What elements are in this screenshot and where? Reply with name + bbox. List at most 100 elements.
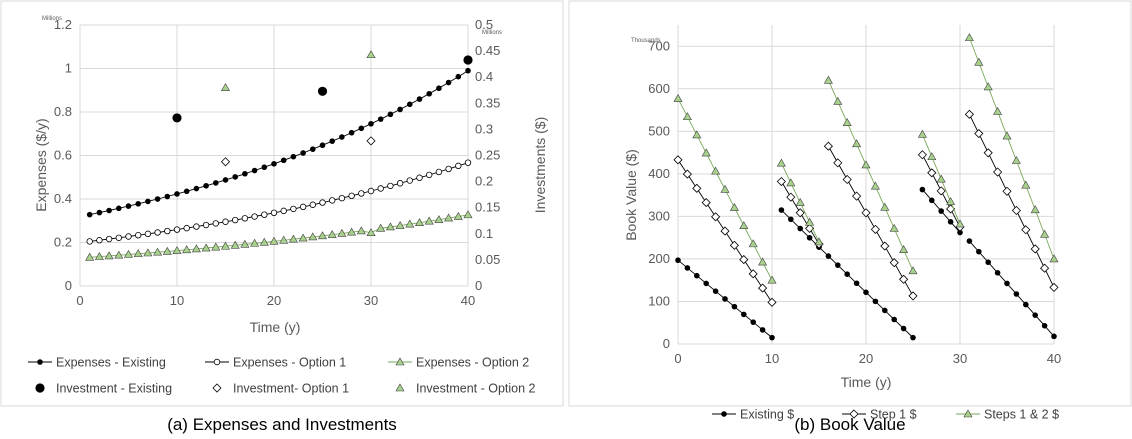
chart-b-y-tick: 700 — [648, 38, 670, 53]
chart-a-legend-label: Expenses - Option 2 — [416, 356, 529, 370]
chart-b-data-point — [748, 269, 758, 279]
chart-a-series-5 — [220, 50, 376, 91]
chart-a-data-point — [144, 230, 152, 238]
chart-a-data-point — [337, 228, 347, 237]
chart-b-data-point — [863, 289, 869, 296]
chart-b-data-point — [861, 208, 871, 218]
chart-b-data-point — [720, 184, 730, 193]
chart-b-series-line — [969, 240, 1055, 337]
chart-b-data-point — [750, 319, 756, 325]
chart-b-data-point — [983, 148, 993, 158]
chart-b-series-line — [968, 114, 1055, 288]
chart-a-data-point — [85, 252, 95, 261]
chart-a-data-point — [367, 187, 375, 195]
chart-b-frame — [568, 0, 1132, 407]
chart-b-legend-marker — [849, 409, 859, 419]
chart-a-data-point — [182, 245, 192, 254]
chart-a-data-point — [338, 194, 346, 202]
chart-a-y-unit: Millions — [42, 16, 62, 22]
chart-b-data-point — [1040, 263, 1050, 273]
chart-b-data-point — [927, 168, 937, 178]
chart-a-data-point — [193, 185, 200, 192]
chart-b-data-point — [795, 208, 805, 218]
chart-b-data-point — [795, 197, 805, 206]
chart-b-data-point — [853, 280, 860, 287]
chart-b-data-point — [776, 158, 786, 167]
chart-a-data-point — [356, 226, 366, 235]
chart-b-data-point — [741, 311, 747, 318]
chart-a-legend-item: Expenses - Option 1 — [205, 356, 346, 370]
chart-a-data-point — [271, 161, 277, 167]
chart-b-data-point — [957, 229, 963, 236]
chart-b-data-point — [739, 255, 749, 265]
chart-a-x-tick: 10 — [170, 293, 184, 308]
chart-b-data-point — [1011, 156, 1021, 164]
chart-a-data-point — [213, 180, 219, 186]
chart-a-data-point — [435, 168, 443, 176]
chart-a-data-point — [173, 226, 181, 233]
chart-a-x-tick: 20 — [267, 293, 281, 308]
chart-a-data-point — [377, 116, 384, 122]
chart-a-data-point — [385, 222, 395, 231]
chart-a-legend-item: Expenses - Option 2 — [388, 356, 529, 370]
chart-a-y2-tick: 0.35 — [475, 95, 500, 110]
chart-a-legend-marker — [37, 359, 43, 365]
chart-a-y-tick: 0.2 — [54, 235, 72, 250]
chart-a-y2-tick: 0.05 — [475, 252, 500, 267]
chart-a-y2-tick: 0.45 — [475, 43, 500, 58]
chart-a-data-point — [164, 227, 171, 235]
chart-b-data-point — [966, 238, 973, 244]
chart-b-data-point — [974, 128, 984, 139]
chart-a-y-tick: 1 — [65, 61, 72, 76]
chart-b-y-axis-title: Book Value ($) — [623, 149, 639, 241]
chart-a-data-point — [251, 213, 258, 220]
chart-a-data-point — [220, 83, 231, 91]
chart-a-y2-tick: 0.15 — [475, 200, 500, 215]
chart-a-data-point — [405, 219, 415, 228]
chart-b-data-point — [955, 219, 965, 228]
chart-a-data-point — [269, 236, 279, 245]
chart-b-legend-label: Steps 1 & 2 $ — [984, 408, 1059, 422]
chart-a-data-point — [317, 231, 328, 240]
chart-a-data-point — [465, 67, 471, 74]
chart-b-data-point — [673, 155, 683, 165]
chart-a-data-point — [96, 209, 103, 216]
chart-b-data-point — [720, 226, 730, 236]
chart-a-data-point — [222, 218, 229, 225]
chart-b-y-tick: 200 — [648, 251, 670, 266]
chart-a-data-point — [270, 209, 278, 217]
chart-b-data-point — [1030, 205, 1040, 214]
chart-b-data-point — [712, 288, 719, 294]
chart-a-data-point — [261, 164, 268, 171]
chart-b-y-unit: Thousands — [631, 38, 661, 44]
chart-b-series-0 — [675, 186, 1057, 341]
chart-a-data-point — [377, 185, 384, 192]
chart-a-data-point — [153, 247, 163, 256]
chart-b-data-point — [861, 160, 871, 169]
chart-b-data-point — [936, 174, 946, 183]
chart-a-data-point — [416, 174, 423, 181]
chart-b-data-point — [964, 109, 974, 119]
chart-b-data-point — [880, 241, 890, 251]
chart-b-data-point — [919, 186, 926, 193]
chart-a-data-point — [125, 203, 132, 209]
chart-a-data-point — [339, 134, 345, 140]
chart-a-data-point — [290, 205, 297, 213]
chart-a-data-point — [104, 251, 114, 260]
chart-b-data-point — [1013, 291, 1020, 297]
chart-b-data-point — [1051, 333, 1057, 340]
chart-b-x-tick: 30 — [953, 351, 967, 366]
chart-b-x-tick: 10 — [765, 351, 779, 366]
chart-a-x-axis-title: Time (y) — [250, 319, 301, 335]
chart-b-data-point — [825, 253, 832, 259]
chart-a-series-line — [89, 70, 469, 216]
chart-a-data-point — [347, 227, 357, 236]
chart-b-data-point — [1041, 322, 1048, 329]
chart-a-y-axis-title: Expenses ($/y) — [33, 118, 49, 211]
chart-a-y-tick: 0 — [65, 278, 72, 293]
chart-a-data-point — [426, 171, 433, 179]
chart-a-y2-tick: 0.3 — [475, 121, 493, 136]
chart-book-value: 0 100 200 300 400 500 600 700 0 10 20 30 40 Thousan… — [568, 0, 1132, 422]
chart-b-y-tick: 300 — [648, 208, 670, 223]
chart-b-data-point — [731, 303, 738, 310]
